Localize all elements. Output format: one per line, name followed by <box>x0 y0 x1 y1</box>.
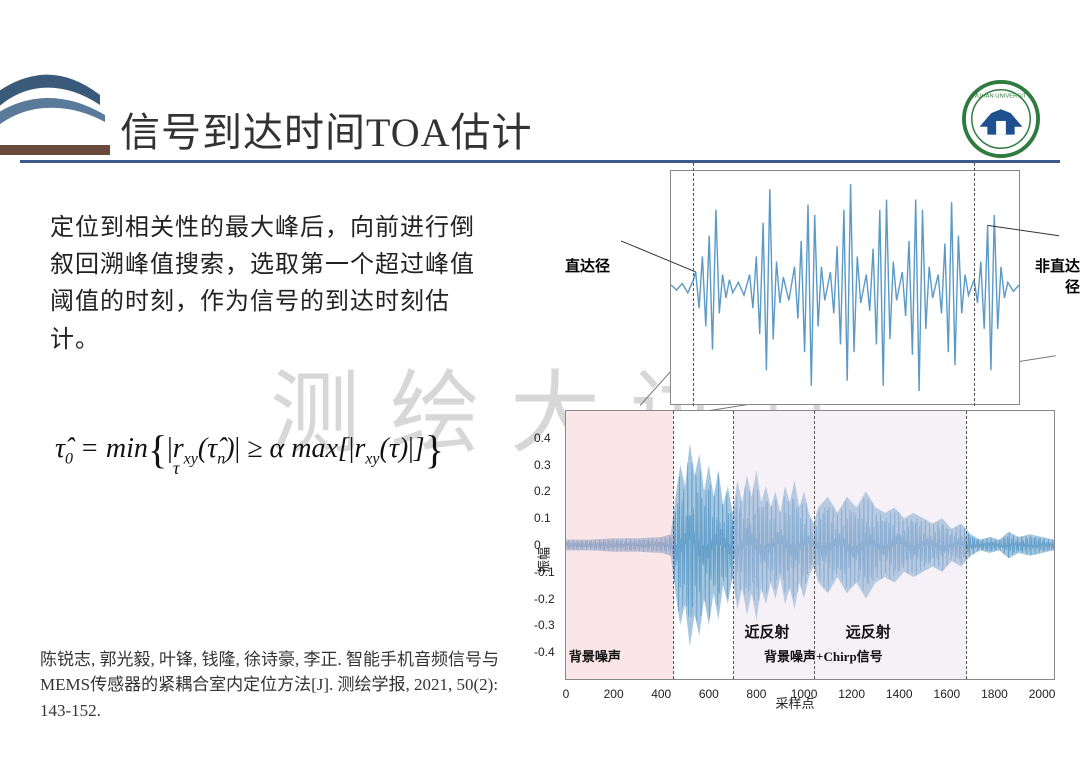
y-tick: -0.4 <box>534 645 555 659</box>
chart-annotation: 远反射 <box>846 621 891 642</box>
y-tick: 0.1 <box>534 511 551 525</box>
label-nlos-path: 非直达径 <box>1022 255 1080 297</box>
y-tick: 0 <box>534 538 541 552</box>
roof-decoration <box>0 50 110 160</box>
y-tick: -0.1 <box>534 565 555 579</box>
toa-formula: τ̂0 = min{|rxy(τ̂n)| ≥ α max[|rxy(τ)|]} … <box>55 420 444 469</box>
main-plot-area: 背景噪声背景噪声+Chirp信号近反射远反射020040060080010001… <box>565 410 1055 680</box>
y-tick: -0.3 <box>534 618 555 632</box>
chart-vline <box>733 411 734 679</box>
main-waveform-chart: 振幅 背景噪声背景噪声+Chirp信号近反射远反射020040060080010… <box>530 410 1060 710</box>
y-tick: -0.2 <box>534 592 555 606</box>
y-tick: 0.3 <box>534 458 551 472</box>
x-tick: 1800 <box>981 687 1008 701</box>
x-tick: 0 <box>563 687 570 701</box>
x-tick: 800 <box>746 687 766 701</box>
inset-vline <box>693 163 694 406</box>
x-axis-label: 采样点 <box>775 693 814 712</box>
citation-text: 陈锐志, 郭光毅, 叶锋, 钱隆, 徐诗豪, 李正. 智能手机音频信号与MEMS… <box>40 647 500 724</box>
inset-waveform-chart <box>670 170 1020 405</box>
region-label: 背景噪声 <box>569 646 621 665</box>
university-logo: WUHAN UNIVERSITY <box>962 80 1040 158</box>
description-text: 定位到相关性的最大峰后，向前进行倒叙回溯峰值搜索，选取第一个超过峰值阈值的时刻，… <box>50 210 480 359</box>
y-tick: 0.4 <box>534 431 551 445</box>
inset-wave-path <box>671 171 1019 404</box>
chart-vline <box>814 411 815 679</box>
label-direct-path: 直达径 <box>565 255 610 276</box>
page-title: 信号到达时间TOA估计 <box>120 100 532 158</box>
x-tick: 1600 <box>934 687 961 701</box>
chart-annotation: 近反射 <box>745 621 790 642</box>
x-tick: 600 <box>699 687 719 701</box>
x-tick: 1400 <box>886 687 913 701</box>
chart-vline <box>673 411 674 679</box>
title-underline <box>20 160 1060 163</box>
chart-vline <box>966 411 967 679</box>
svg-text:WUHAN UNIVERSITY: WUHAN UNIVERSITY <box>972 94 1031 100</box>
x-tick: 400 <box>651 687 671 701</box>
inset-vline <box>974 163 975 406</box>
x-tick: 1200 <box>838 687 865 701</box>
y-tick: 0.2 <box>534 484 551 498</box>
region-label: 背景噪声+Chirp信号 <box>764 646 883 665</box>
chart-region <box>566 411 673 679</box>
x-tick: 2000 <box>1029 687 1056 701</box>
x-tick: 200 <box>604 687 624 701</box>
